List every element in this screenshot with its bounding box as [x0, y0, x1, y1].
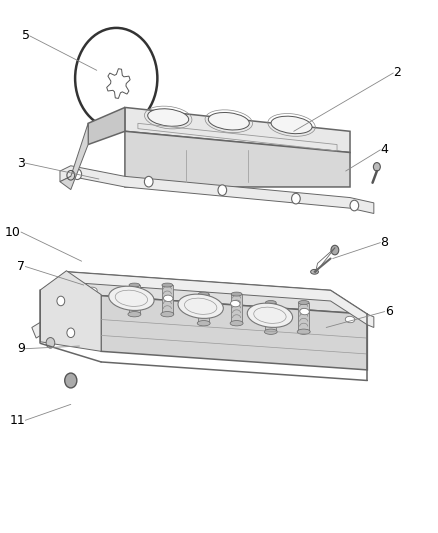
Polygon shape: [32, 272, 374, 338]
Polygon shape: [198, 294, 209, 323]
Ellipse shape: [161, 312, 174, 317]
Polygon shape: [125, 131, 350, 187]
Text: 10: 10: [5, 225, 21, 239]
Polygon shape: [67, 272, 367, 314]
Ellipse shape: [300, 309, 309, 315]
Polygon shape: [231, 294, 242, 323]
Ellipse shape: [163, 295, 173, 302]
Ellipse shape: [264, 329, 277, 334]
Polygon shape: [40, 272, 101, 317]
Ellipse shape: [162, 283, 173, 287]
Text: 4: 4: [380, 143, 388, 156]
Polygon shape: [125, 108, 350, 152]
Text: 9: 9: [18, 342, 25, 355]
Circle shape: [331, 245, 339, 255]
Circle shape: [374, 163, 380, 171]
Ellipse shape: [109, 286, 154, 310]
Ellipse shape: [129, 283, 140, 287]
Polygon shape: [298, 303, 309, 332]
Ellipse shape: [231, 292, 242, 296]
Ellipse shape: [345, 316, 355, 322]
Polygon shape: [129, 285, 140, 314]
Text: 6: 6: [385, 305, 392, 318]
Ellipse shape: [178, 294, 223, 318]
Ellipse shape: [230, 301, 240, 307]
Ellipse shape: [298, 301, 309, 304]
Text: 8: 8: [380, 236, 389, 249]
Ellipse shape: [247, 303, 293, 327]
Ellipse shape: [197, 320, 210, 326]
Polygon shape: [162, 285, 173, 314]
Ellipse shape: [265, 301, 276, 304]
Text: 5: 5: [21, 29, 30, 42]
Text: 2: 2: [393, 67, 401, 79]
Ellipse shape: [198, 292, 209, 296]
Polygon shape: [40, 271, 101, 351]
Ellipse shape: [208, 112, 249, 130]
Polygon shape: [101, 296, 367, 370]
Polygon shape: [60, 123, 88, 190]
Circle shape: [350, 200, 359, 211]
Text: 7: 7: [18, 260, 25, 273]
Circle shape: [218, 185, 226, 196]
Ellipse shape: [148, 109, 189, 126]
Ellipse shape: [271, 116, 312, 134]
Ellipse shape: [230, 320, 243, 326]
Circle shape: [145, 176, 153, 187]
Ellipse shape: [88, 287, 97, 294]
Polygon shape: [88, 108, 125, 144]
Polygon shape: [265, 303, 276, 332]
Ellipse shape: [128, 312, 141, 317]
Circle shape: [292, 193, 300, 204]
Circle shape: [67, 328, 75, 337]
Text: 3: 3: [18, 157, 25, 169]
Circle shape: [57, 296, 65, 306]
Ellipse shape: [297, 329, 310, 334]
Circle shape: [65, 373, 77, 388]
Polygon shape: [60, 166, 374, 214]
Text: 11: 11: [10, 414, 25, 427]
Circle shape: [46, 337, 55, 348]
Ellipse shape: [311, 269, 318, 274]
Circle shape: [73, 169, 81, 180]
